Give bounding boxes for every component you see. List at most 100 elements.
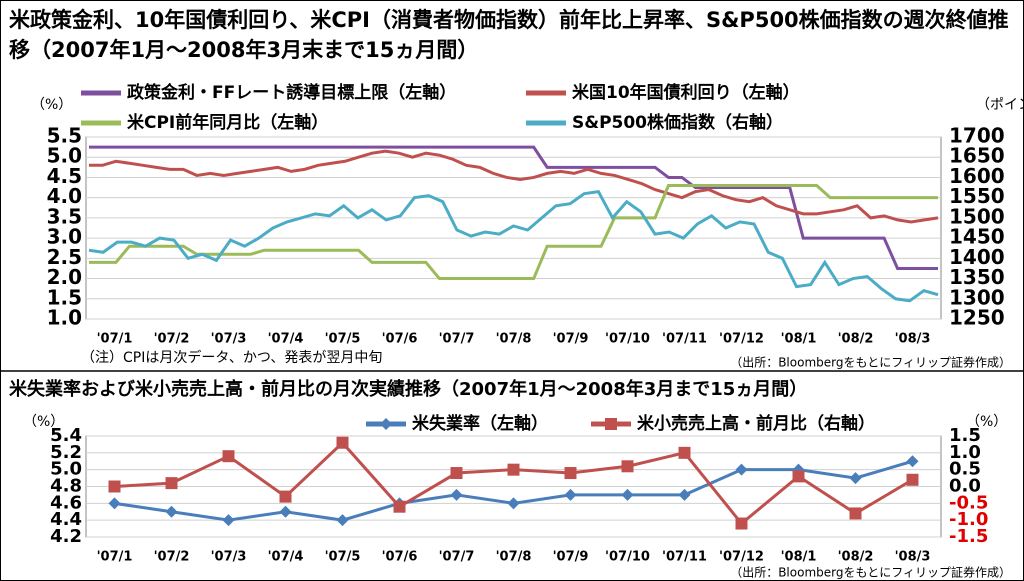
x-tick-label: '07/12 xyxy=(719,332,764,347)
x-tick-label: '07/9 xyxy=(553,332,589,347)
source: （出所：Bloombergをもとにフィリップ証券作成） xyxy=(730,355,1011,370)
x-tick-label: '08/3 xyxy=(895,550,931,565)
marker xyxy=(108,480,121,493)
x-tick-label: '07/1 xyxy=(97,332,133,347)
marker xyxy=(165,505,178,518)
y2-tick-label: 1500 xyxy=(949,204,1005,228)
x-tick-label: '07/3 xyxy=(211,550,247,565)
x-tick-label: '07/5 xyxy=(325,550,361,565)
x-tick-label: '07/5 xyxy=(325,332,361,347)
marker xyxy=(165,477,178,490)
legend-label: 米小売売上高・前月比（右軸） xyxy=(637,413,875,434)
series-line xyxy=(89,145,938,270)
x-tick-label: '07/10 xyxy=(605,550,650,565)
marker xyxy=(450,467,463,480)
x-tick-label: '08/3 xyxy=(895,332,931,347)
x-tick-label: '07/4 xyxy=(268,550,304,565)
marker xyxy=(678,446,691,459)
x-tick-label: '07/10 xyxy=(605,332,650,347)
marker xyxy=(735,517,748,530)
y2-axis-label: （%） xyxy=(966,414,1007,430)
marker xyxy=(678,488,691,501)
y-tick-label: 4.0 xyxy=(47,184,82,208)
x-tick-label: '08/2 xyxy=(838,550,874,565)
y2-tick-label: -1.5 xyxy=(949,526,988,547)
legend-label: 政策金利・FFレート誘導目標上限（左軸） xyxy=(127,82,456,103)
y2-tick-label: 1400 xyxy=(949,245,1005,269)
y-tick-label: 4.2 xyxy=(50,526,82,547)
x-tick-label: '07/6 xyxy=(382,332,418,347)
x-tick-label: '07/1 xyxy=(97,550,133,565)
y2-tick-label: 1300 xyxy=(949,285,1005,309)
y2-axis-label: （ポイント） xyxy=(976,97,1023,113)
y2-tick-label: 1.0 xyxy=(949,442,981,463)
y-tick-label: 2.0 xyxy=(47,265,82,289)
marker xyxy=(336,436,349,449)
y-tick-label: 5.5 xyxy=(47,124,82,148)
y2-tick-label: -0.5 xyxy=(949,492,988,513)
y2-tick-label: 1350 xyxy=(949,265,1005,289)
y-tick-label: 4.6 xyxy=(50,492,82,513)
marker xyxy=(906,473,919,486)
legend-label: 米失業率（左軸） xyxy=(412,413,548,434)
x-tick-label: '07/8 xyxy=(496,332,532,347)
y2-tick-label: -1.0 xyxy=(949,509,988,530)
marker xyxy=(792,470,805,483)
y-axis-label: （%） xyxy=(31,97,72,113)
marker xyxy=(336,514,349,527)
marker xyxy=(564,467,577,480)
y2-tick-label: 1550 xyxy=(949,184,1005,208)
marker xyxy=(849,472,862,485)
x-tick-label: '07/7 xyxy=(439,550,475,565)
y-tick-label: 1.5 xyxy=(47,285,82,309)
y-tick-label: 4.5 xyxy=(47,164,82,188)
marker xyxy=(507,497,520,510)
marker xyxy=(906,455,919,468)
marker xyxy=(450,488,463,501)
x-tick-label: '07/7 xyxy=(439,332,475,347)
y-tick-label: 5.4 xyxy=(50,425,82,446)
marker xyxy=(735,463,748,476)
legend-marker xyxy=(380,418,392,430)
marker xyxy=(222,514,235,527)
y-axis-label: （%） xyxy=(23,414,64,430)
x-tick-label: '07/6 xyxy=(382,550,418,565)
y-tick-label: 5.0 xyxy=(50,459,82,480)
y-tick-label: 4.4 xyxy=(50,509,82,530)
y2-tick-label: 1450 xyxy=(949,225,1005,249)
marker xyxy=(222,450,235,463)
series-line xyxy=(88,189,939,303)
note: （注）CPIは月次データ、かつ、発表が翌月中旬 xyxy=(81,349,382,366)
legend-label: S&P500株価指数（右軸） xyxy=(572,112,783,133)
marker xyxy=(564,488,577,501)
y2-tick-label: 1600 xyxy=(949,164,1005,188)
x-tick-label: '07/8 xyxy=(496,550,532,565)
x-tick-label: '07/11 xyxy=(662,550,707,565)
y-tick-label: 5.0 xyxy=(47,144,82,168)
x-tick-label: '07/2 xyxy=(154,332,190,347)
y-tick-label: 5.2 xyxy=(50,442,82,463)
legend-label: 米CPI前年同月比（左軸） xyxy=(127,112,328,133)
x-tick-label: '08/1 xyxy=(781,332,817,347)
marker xyxy=(393,500,406,513)
y2-tick-label: 1700 xyxy=(949,124,1005,148)
y2-tick-label: 1.5 xyxy=(949,425,981,446)
x-tick-label: '07/9 xyxy=(553,550,589,565)
x-tick-label: '07/4 xyxy=(268,332,304,347)
marker xyxy=(621,460,634,473)
marker xyxy=(507,463,520,476)
marker xyxy=(279,505,292,518)
y2-tick-label: 0.5 xyxy=(949,459,981,480)
y2-tick-label: 1650 xyxy=(949,144,1005,168)
marker xyxy=(849,507,862,520)
marker xyxy=(108,497,121,510)
legend-label: 米国10年国債利回り（左軸） xyxy=(572,82,800,103)
y2-tick-label: 0.0 xyxy=(949,476,981,497)
y-tick-label: 3.5 xyxy=(47,204,82,228)
x-tick-label: '07/3 xyxy=(211,332,247,347)
x-tick-label: '07/12 xyxy=(719,550,764,565)
y-tick-label: 1.0 xyxy=(47,306,82,330)
plot-area xyxy=(85,136,942,320)
